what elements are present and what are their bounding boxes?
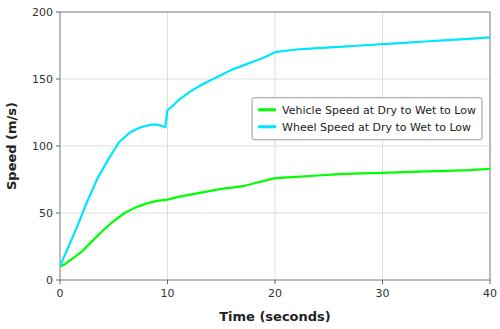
tick <box>60 280 61 284</box>
tick-label: 30 <box>376 287 390 300</box>
tick <box>382 280 383 284</box>
legend-swatch <box>258 108 276 111</box>
tick-label: 0 <box>46 274 53 287</box>
tick-label: 100 <box>32 140 53 153</box>
tick <box>167 280 168 284</box>
tick <box>490 280 491 284</box>
plot-frame <box>60 12 490 280</box>
tick-label: 50 <box>39 207 53 220</box>
chart: 0 10 20 30 40 0 50 100 150 200 Time (seconds) Speed… <box>0 0 500 329</box>
tick-label: 10 <box>161 287 175 300</box>
grid-line <box>60 146 490 147</box>
tick-label: 40 <box>483 287 497 300</box>
legend-label: Wheel Speed at Dry to Wet to Low <box>282 121 471 134</box>
series-group <box>60 37 490 266</box>
legend-swatch <box>258 125 276 128</box>
legend-box <box>252 98 482 140</box>
tick <box>56 213 60 214</box>
tick <box>56 79 60 80</box>
tick-label: 20 <box>268 287 282 300</box>
line <box>60 169 490 267</box>
tick <box>56 12 60 13</box>
tick <box>56 280 60 281</box>
x-axis-label: Time (seconds) <box>219 309 331 324</box>
tick-label: 200 <box>32 6 53 19</box>
y-axis-label: Speed (m/s) <box>4 102 19 190</box>
legend-label: Vehicle Speed at Dry to Wet to Low <box>282 104 476 117</box>
tick-label: 0 <box>57 287 64 300</box>
grid <box>60 12 490 280</box>
axes: 0 10 20 30 40 0 50 100 150 200 <box>32 6 497 300</box>
line <box>60 37 490 266</box>
tick-label: 150 <box>32 73 53 86</box>
grid-line <box>60 79 490 80</box>
tick <box>56 146 60 147</box>
legend: Vehicle Speed at Dry to Wet to Low Wheel … <box>252 98 482 140</box>
tick <box>275 280 276 284</box>
